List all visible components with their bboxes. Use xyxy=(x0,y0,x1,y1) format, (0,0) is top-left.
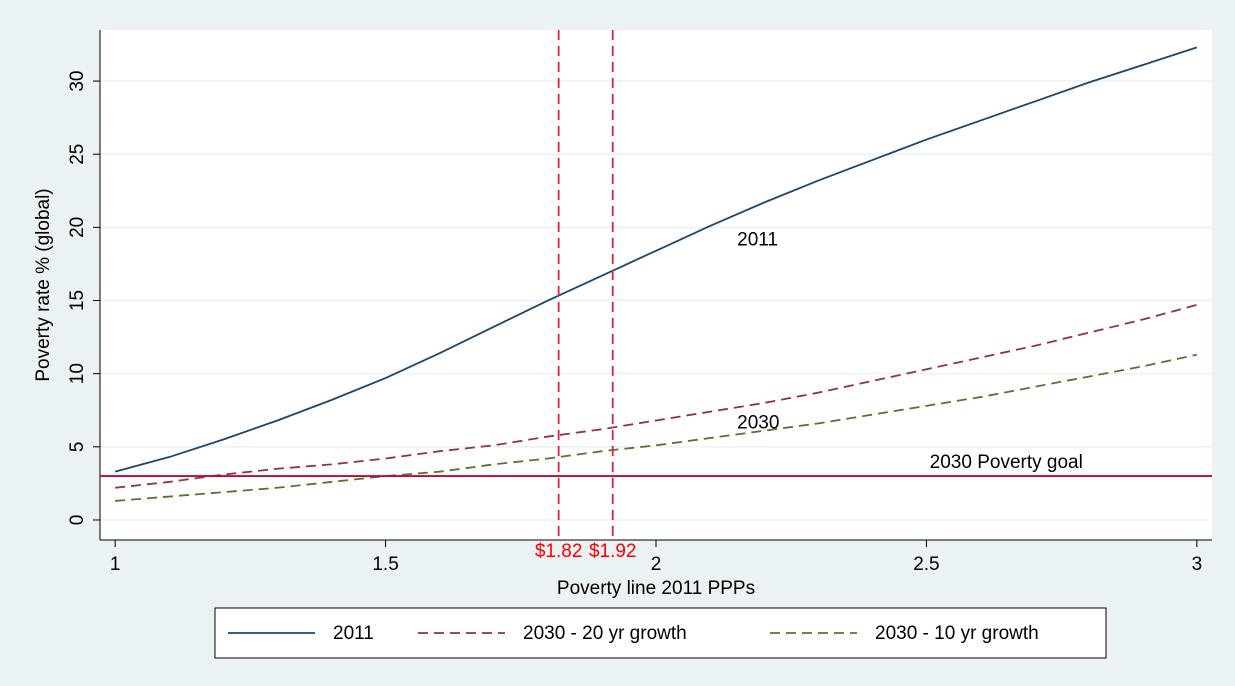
y-tick-label: 20 xyxy=(67,217,88,238)
y-tick-label: 15 xyxy=(67,290,88,311)
series-line xyxy=(115,353,1198,502)
series-line xyxy=(115,304,1198,489)
series-line xyxy=(114,46,1198,473)
reference-label: $1.82 xyxy=(535,541,583,562)
x-tick-label: 1.5 xyxy=(372,554,398,575)
x-axis-label: Poverty line 2011 PPPs xyxy=(557,578,755,599)
x-tick-label: 2.5 xyxy=(913,554,939,575)
y-tick-label: 25 xyxy=(67,144,88,165)
y-tick-label: 5 xyxy=(67,442,88,453)
reference-label: $1.92 xyxy=(589,541,637,562)
y-axis-label: Poverty rate % (global) xyxy=(33,188,54,381)
legend xyxy=(214,607,1107,659)
x-tick-label: 3 xyxy=(1192,554,1203,575)
y-tick-label: 10 xyxy=(67,363,88,384)
y-tick-label: 30 xyxy=(67,70,88,91)
y-tick-label: 0 xyxy=(67,515,88,526)
annotation: 2030 Poverty goal xyxy=(930,452,1083,473)
annotation: 2011 xyxy=(737,230,778,251)
legend-label: 2011 xyxy=(333,623,374,644)
x-tick-label: 2 xyxy=(651,554,662,575)
annotation: 2030 xyxy=(737,412,779,433)
legend-label: 2030 - 10 yr growth xyxy=(875,623,1039,644)
legend-label: 2030 - 20 yr growth xyxy=(523,623,687,644)
plot-area xyxy=(100,30,1212,540)
x-tick-label: 1 xyxy=(110,554,121,575)
